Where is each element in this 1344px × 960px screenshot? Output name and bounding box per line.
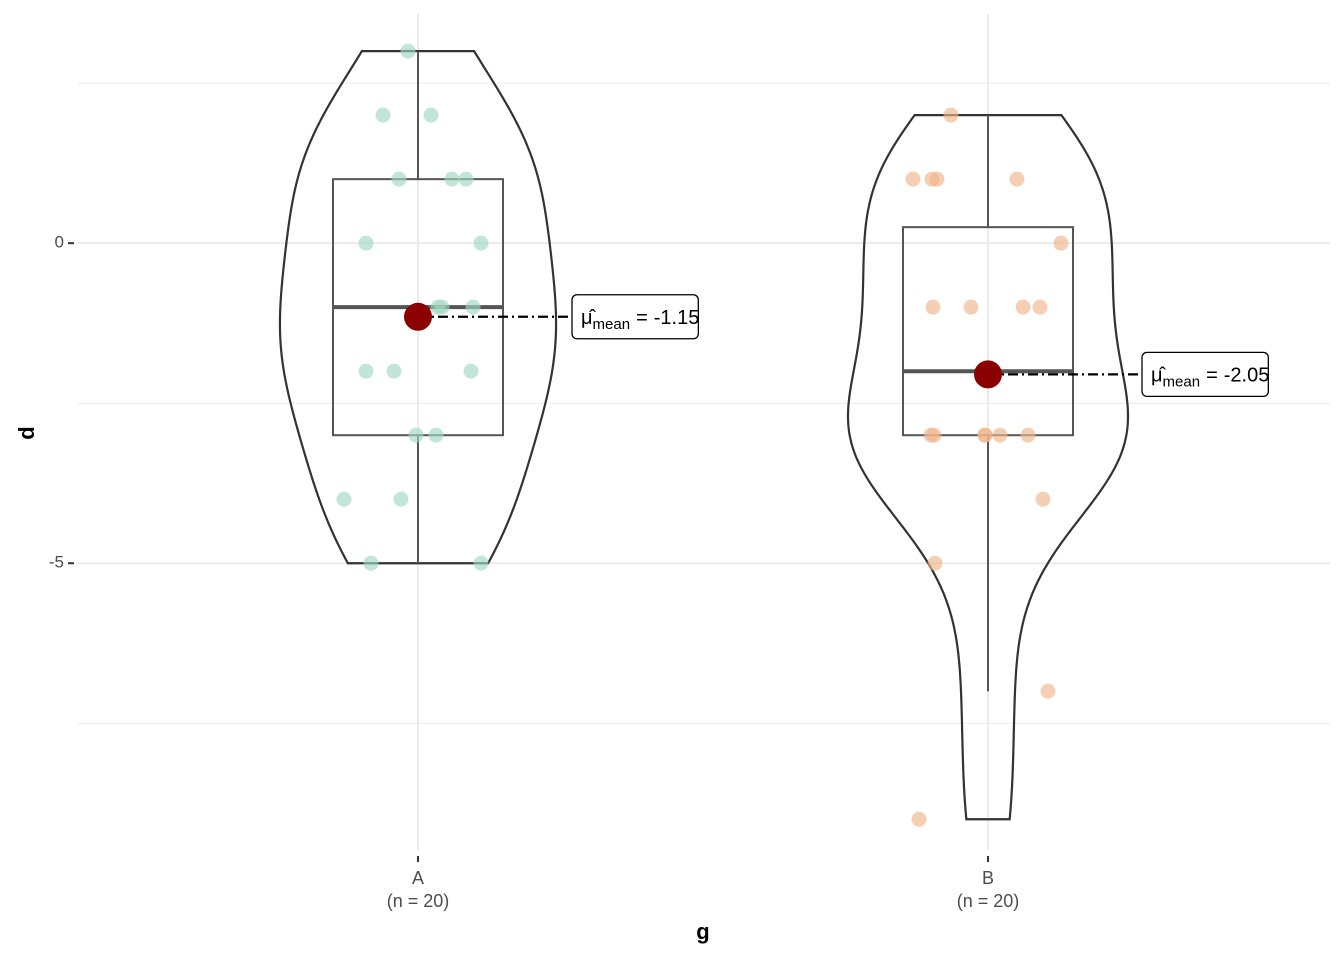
data-point [444,171,460,187]
data-point [428,427,444,443]
y-axis-label: d [14,426,39,439]
mean-label-text: μ̂mean = -1.15 [581,307,699,333]
x-axis-label: g [696,919,709,944]
data-point [1035,491,1051,507]
data-point [465,299,481,315]
data-point [375,107,391,123]
x-tick-sublabel: (n = 20) [387,891,450,911]
data-point [929,171,945,187]
data-point [423,107,439,123]
data-point [905,171,921,187]
data-point [386,363,402,379]
data-point [458,171,474,187]
mean-equals: = [636,307,648,329]
data-point [925,299,941,315]
data-point [1053,235,1069,251]
data-point [911,811,927,827]
data-point [977,427,993,443]
x-tick-sublabel: (n = 20) [957,891,1020,911]
data-point [1040,683,1056,699]
mean-equals: = [1206,365,1218,387]
data-point [434,299,450,315]
mean-value: -2.05 [1224,365,1270,387]
data-point [473,235,489,251]
violin [278,50,558,565]
data-point [408,427,424,443]
mean-point [404,302,432,331]
mean-value: -1.15 [654,307,700,329]
data-point [963,299,979,315]
data-point [1015,299,1031,315]
mean-label: μ̂mean = -1.15 [571,294,699,340]
data-point [393,491,409,507]
data-point [336,491,352,507]
mean-point [974,360,1002,389]
data-point [391,171,407,187]
data-point [358,235,374,251]
mean-label: μ̂mean = -2.05 [1141,351,1270,398]
data-point [1020,427,1036,443]
data-point [400,43,416,59]
y-tick-label: 0 [55,233,64,252]
data-point [358,363,374,379]
mean-subscript: mean [1163,373,1201,390]
mean-label-box [1141,351,1269,398]
data-point [992,427,1008,443]
mean-subscript: mean [593,316,631,333]
data-point [943,107,959,123]
mean-label-box [571,294,699,340]
data-point [463,363,479,379]
data-point [1032,299,1048,315]
data-point [926,427,942,443]
x-tick-label: B [982,868,994,888]
data-point [927,555,943,571]
y-tick-label: -5 [49,553,64,572]
x-tick-label: A [412,868,424,888]
data-point [473,555,489,571]
data-point [1009,171,1025,187]
violin [846,114,1130,821]
data-point [363,555,379,571]
